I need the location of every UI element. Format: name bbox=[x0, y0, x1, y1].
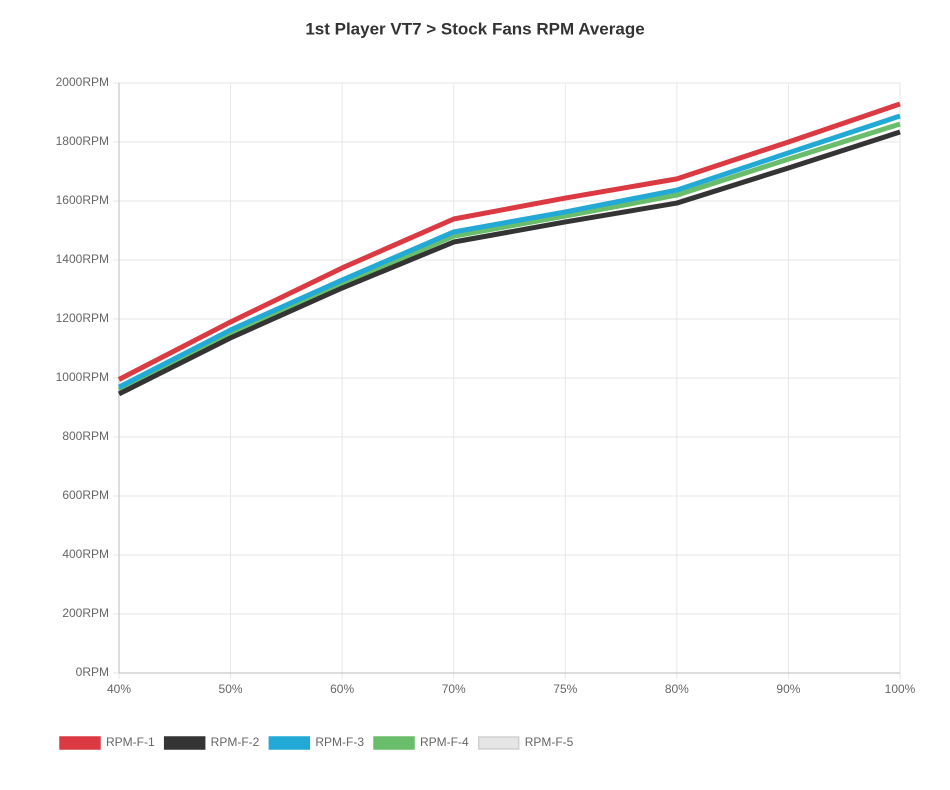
y-tick-label: 1000RPM bbox=[56, 370, 109, 384]
y-tick-label: 2000RPM bbox=[56, 75, 109, 89]
legend-swatch[interactable] bbox=[477, 736, 520, 750]
y-tick-label: 400RPM bbox=[62, 547, 109, 561]
x-tick-label: 70% bbox=[442, 682, 466, 696]
series-line bbox=[117, 113, 901, 390]
series-line bbox=[117, 101, 901, 382]
series-line bbox=[117, 129, 901, 397]
x-tick-label: 90% bbox=[776, 682, 800, 696]
legend-swatch[interactable] bbox=[268, 736, 311, 750]
legend-label[interactable]: RPM-F-5 bbox=[525, 735, 574, 749]
x-tick-label: 80% bbox=[665, 682, 689, 696]
legend-label[interactable]: RPM-F-1 bbox=[106, 735, 155, 749]
series-line bbox=[117, 121, 901, 393]
legend-label[interactable]: RPM-F-4 bbox=[420, 735, 469, 749]
y-tick-label: 1600RPM bbox=[56, 193, 109, 207]
legend-swatch[interactable] bbox=[59, 736, 101, 750]
y-tick-label: 600RPM bbox=[62, 488, 109, 502]
y-tick-label: 1400RPM bbox=[56, 252, 109, 266]
legend-swatch[interactable] bbox=[163, 736, 206, 750]
legend-swatch[interactable] bbox=[373, 736, 415, 750]
y-tick-label: 800RPM bbox=[62, 429, 109, 443]
x-tick-label: 75% bbox=[553, 682, 577, 696]
x-tick-label: 50% bbox=[219, 682, 243, 696]
x-tick-label: 40% bbox=[107, 682, 131, 696]
y-tick-label: 0RPM bbox=[76, 665, 109, 679]
y-tick-label: 200RPM bbox=[62, 606, 109, 620]
y-tick-label: 1800RPM bbox=[56, 134, 109, 148]
x-tick-label: 60% bbox=[330, 682, 354, 696]
chart-title: 1st Player VT7 > Stock Fans RPM Average bbox=[305, 19, 644, 38]
y-tick-label: 1200RPM bbox=[56, 311, 109, 325]
x-tick-label: 100% bbox=[885, 682, 916, 696]
legend-label[interactable]: RPM-F-2 bbox=[211, 735, 260, 749]
legend-label[interactable]: RPM-F-3 bbox=[315, 735, 364, 749]
